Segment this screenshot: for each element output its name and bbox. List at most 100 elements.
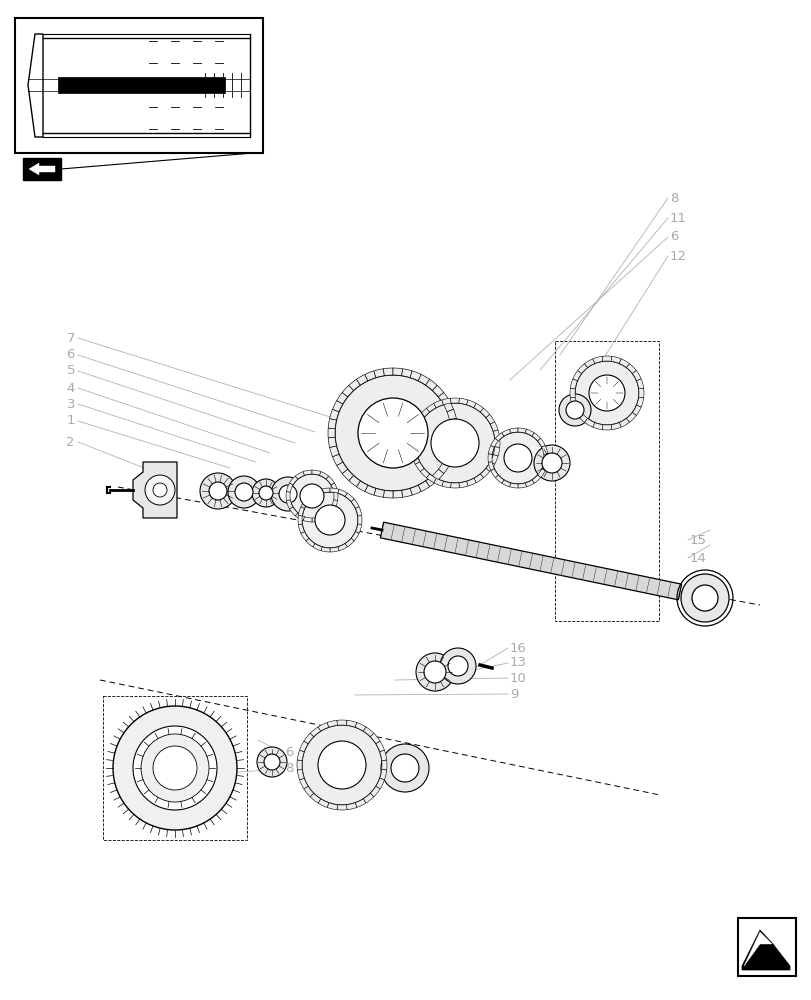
Polygon shape — [306, 538, 315, 547]
Polygon shape — [569, 397, 577, 407]
Polygon shape — [333, 491, 337, 501]
Polygon shape — [311, 470, 320, 475]
Circle shape — [152, 746, 197, 790]
Polygon shape — [458, 398, 467, 405]
Text: 3: 3 — [67, 397, 75, 410]
Polygon shape — [636, 397, 643, 407]
Circle shape — [271, 477, 305, 511]
Polygon shape — [375, 741, 384, 752]
Circle shape — [299, 484, 324, 508]
Polygon shape — [298, 515, 302, 525]
Polygon shape — [420, 468, 429, 478]
Polygon shape — [346, 720, 356, 727]
Polygon shape — [501, 480, 510, 487]
Polygon shape — [449, 437, 457, 447]
Polygon shape — [411, 422, 419, 431]
Circle shape — [318, 741, 366, 789]
Polygon shape — [414, 462, 423, 472]
Polygon shape — [741, 930, 789, 970]
Polygon shape — [373, 369, 384, 378]
Polygon shape — [490, 438, 498, 447]
Circle shape — [391, 754, 418, 782]
Circle shape — [448, 656, 467, 676]
Text: 2: 2 — [67, 436, 75, 448]
Circle shape — [228, 476, 260, 508]
Polygon shape — [295, 513, 304, 520]
Polygon shape — [572, 370, 581, 381]
Polygon shape — [328, 419, 336, 429]
Polygon shape — [490, 469, 498, 478]
Polygon shape — [449, 419, 457, 429]
Polygon shape — [363, 793, 373, 803]
Polygon shape — [446, 446, 456, 457]
Text: 5: 5 — [67, 364, 75, 377]
Polygon shape — [569, 379, 577, 389]
Polygon shape — [326, 507, 334, 516]
Polygon shape — [286, 500, 293, 509]
Polygon shape — [517, 483, 526, 488]
Polygon shape — [443, 400, 453, 412]
Polygon shape — [354, 723, 366, 731]
Polygon shape — [410, 485, 421, 495]
Circle shape — [541, 453, 561, 473]
Polygon shape — [349, 379, 360, 390]
Polygon shape — [602, 356, 611, 361]
Polygon shape — [349, 476, 360, 487]
Polygon shape — [303, 786, 313, 797]
Circle shape — [234, 483, 253, 501]
Bar — [554, 341, 659, 621]
Polygon shape — [380, 769, 386, 780]
Polygon shape — [329, 488, 339, 493]
Text: 15: 15 — [689, 534, 706, 546]
Polygon shape — [133, 462, 177, 518]
Circle shape — [431, 419, 478, 467]
Polygon shape — [310, 793, 320, 803]
Polygon shape — [356, 374, 367, 385]
Polygon shape — [355, 524, 361, 533]
Polygon shape — [364, 371, 375, 381]
Polygon shape — [450, 428, 457, 438]
Circle shape — [691, 585, 717, 611]
Polygon shape — [332, 454, 342, 466]
Text: 16: 16 — [509, 642, 526, 654]
Polygon shape — [584, 418, 594, 427]
Circle shape — [133, 726, 217, 810]
Polygon shape — [410, 430, 416, 439]
Polygon shape — [290, 507, 298, 516]
Text: 6: 6 — [67, 349, 75, 361]
Circle shape — [491, 432, 543, 484]
Polygon shape — [543, 454, 547, 462]
Polygon shape — [383, 490, 393, 498]
Circle shape — [279, 485, 297, 503]
Polygon shape — [426, 403, 436, 412]
Text: 1: 1 — [67, 414, 75, 428]
Text: 9: 9 — [509, 688, 517, 700]
Polygon shape — [285, 491, 290, 501]
Circle shape — [257, 747, 286, 777]
Polygon shape — [466, 478, 475, 486]
Polygon shape — [438, 392, 448, 404]
Polygon shape — [380, 522, 680, 600]
Polygon shape — [602, 425, 611, 430]
Circle shape — [113, 706, 237, 830]
Polygon shape — [432, 385, 444, 397]
Polygon shape — [364, 485, 375, 495]
Polygon shape — [329, 409, 338, 420]
Polygon shape — [638, 388, 643, 398]
Polygon shape — [492, 447, 499, 456]
Polygon shape — [318, 799, 328, 807]
Text: 12: 12 — [669, 249, 686, 262]
Circle shape — [145, 475, 175, 505]
Polygon shape — [331, 500, 337, 509]
Circle shape — [565, 401, 583, 419]
Polygon shape — [743, 932, 771, 966]
Polygon shape — [383, 368, 393, 376]
Polygon shape — [286, 483, 293, 492]
Polygon shape — [418, 374, 429, 385]
Circle shape — [440, 648, 475, 684]
Polygon shape — [341, 469, 353, 481]
Polygon shape — [303, 470, 311, 475]
Polygon shape — [584, 359, 594, 368]
Bar — [23, 158, 61, 180]
Polygon shape — [337, 805, 346, 810]
